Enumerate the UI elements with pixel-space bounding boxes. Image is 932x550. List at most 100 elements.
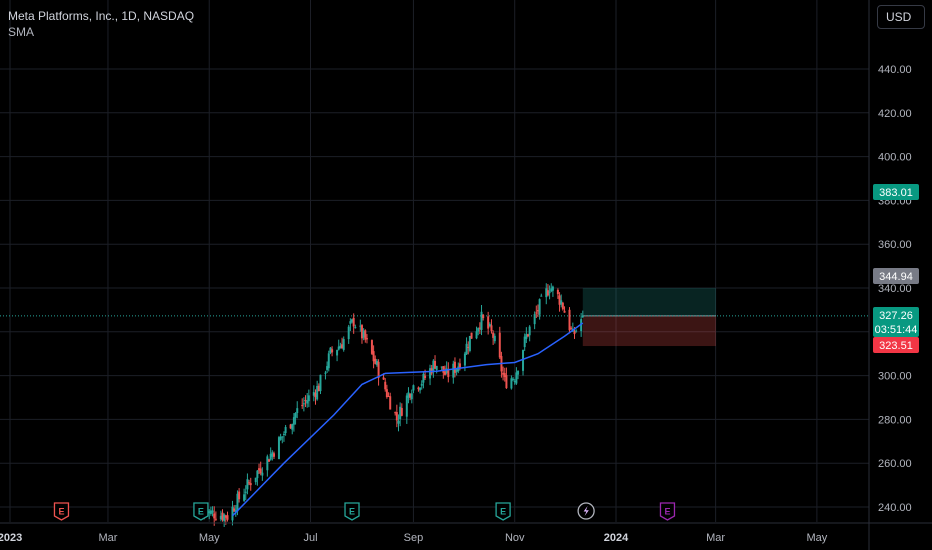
candle — [316, 380, 319, 401]
svg-text:344.94: 344.94 — [879, 271, 913, 283]
candle — [407, 387, 410, 404]
profit-zone[interactable] — [582, 288, 716, 316]
candle — [377, 359, 380, 386]
chart-grid — [0, 0, 869, 522]
y-tick-label: 260.00 — [878, 458, 912, 470]
candle — [498, 326, 501, 360]
candle — [551, 285, 554, 297]
y-tick-label: 300.00 — [878, 371, 912, 383]
x-tick-label: Mar — [98, 532, 117, 544]
candle — [432, 359, 435, 378]
loss-zone[interactable] — [582, 315, 716, 347]
indicator-label-sma[interactable]: SMA — [8, 25, 35, 39]
candle — [385, 384, 388, 399]
candle — [513, 378, 516, 385]
candle — [560, 294, 563, 308]
candle — [442, 366, 445, 379]
candle — [478, 322, 481, 335]
candle — [370, 339, 373, 355]
candle — [327, 350, 330, 372]
candle — [548, 285, 551, 300]
earnings-marker-icon[interactable]: E — [53, 502, 70, 521]
candle — [490, 319, 493, 334]
earnings-marker-icon[interactable]: E — [344, 502, 360, 521]
long-position-tool[interactable] — [582, 288, 716, 347]
candle — [422, 371, 425, 389]
candle — [244, 485, 247, 501]
candle — [314, 389, 317, 405]
candle — [395, 404, 398, 428]
candle — [409, 393, 412, 401]
candle — [545, 283, 548, 305]
candle — [546, 284, 549, 297]
candle — [435, 365, 438, 374]
candle — [339, 342, 342, 349]
last-price-badge: 327.26 03:51:44 — [873, 307, 919, 337]
candle — [568, 307, 571, 334]
candle — [319, 374, 322, 395]
earnings-marker-icon[interactable]: E — [495, 502, 511, 521]
candle — [234, 504, 237, 517]
candle — [347, 324, 350, 344]
candle — [209, 506, 212, 516]
svg-text:E: E — [664, 507, 670, 517]
candle — [296, 401, 299, 419]
candle — [475, 326, 478, 340]
candle — [231, 500, 234, 526]
currency-button[interactable]: USD — [877, 5, 925, 29]
earnings-marker-icon[interactable]: E — [193, 502, 209, 521]
candle — [528, 325, 531, 342]
candle — [512, 376, 515, 382]
candle — [525, 327, 528, 343]
candle — [429, 364, 432, 386]
candle — [434, 355, 437, 370]
candle — [337, 339, 340, 351]
candle — [306, 392, 309, 408]
symbol-title[interactable]: Meta Platforms, Inc., 1D, NASDAQ — [8, 9, 195, 23]
candle — [581, 310, 584, 318]
earnings-marker-icon[interactable]: E — [659, 502, 676, 521]
candle — [291, 423, 294, 435]
stop-price-badge: 323.51 — [873, 337, 919, 353]
candle — [575, 329, 578, 333]
candle — [243, 488, 246, 502]
dividend-marker-icon[interactable] — [577, 502, 595, 520]
candle — [284, 424, 287, 436]
candle — [412, 384, 415, 394]
candle — [505, 367, 508, 389]
candle — [256, 469, 259, 486]
candle — [304, 395, 307, 408]
candle — [233, 505, 236, 513]
candle — [387, 392, 390, 398]
time-scale[interactable]: 2023 Mar May Jul Sep Nov 2024 Mar May — [0, 522, 932, 544]
y-tick-label: 240.00 — [878, 502, 912, 514]
y-tick-label: 440.00 — [878, 64, 912, 76]
candle — [266, 454, 269, 477]
candle — [533, 311, 536, 330]
y-tick-label: 420.00 — [878, 108, 912, 120]
candle — [503, 367, 506, 382]
candle — [258, 463, 261, 475]
candle — [364, 329, 367, 343]
candle — [336, 349, 339, 362]
sma-polyline — [231, 322, 584, 517]
candle — [417, 386, 420, 392]
candle — [420, 380, 423, 390]
ask-price-badge: 344.94 — [873, 268, 919, 284]
candle — [362, 328, 365, 341]
candle — [384, 378, 387, 392]
candle — [536, 304, 539, 317]
svg-text:E: E — [198, 507, 204, 517]
candle — [365, 334, 368, 344]
candle — [527, 333, 530, 338]
candle — [326, 361, 329, 373]
candle — [419, 387, 422, 394]
svg-text:383.01: 383.01 — [879, 187, 913, 199]
svg-text:03:51:44: 03:51:44 — [875, 324, 918, 336]
candle — [277, 435, 280, 460]
candle — [329, 347, 332, 355]
candle — [248, 479, 251, 486]
candle — [211, 506, 214, 517]
